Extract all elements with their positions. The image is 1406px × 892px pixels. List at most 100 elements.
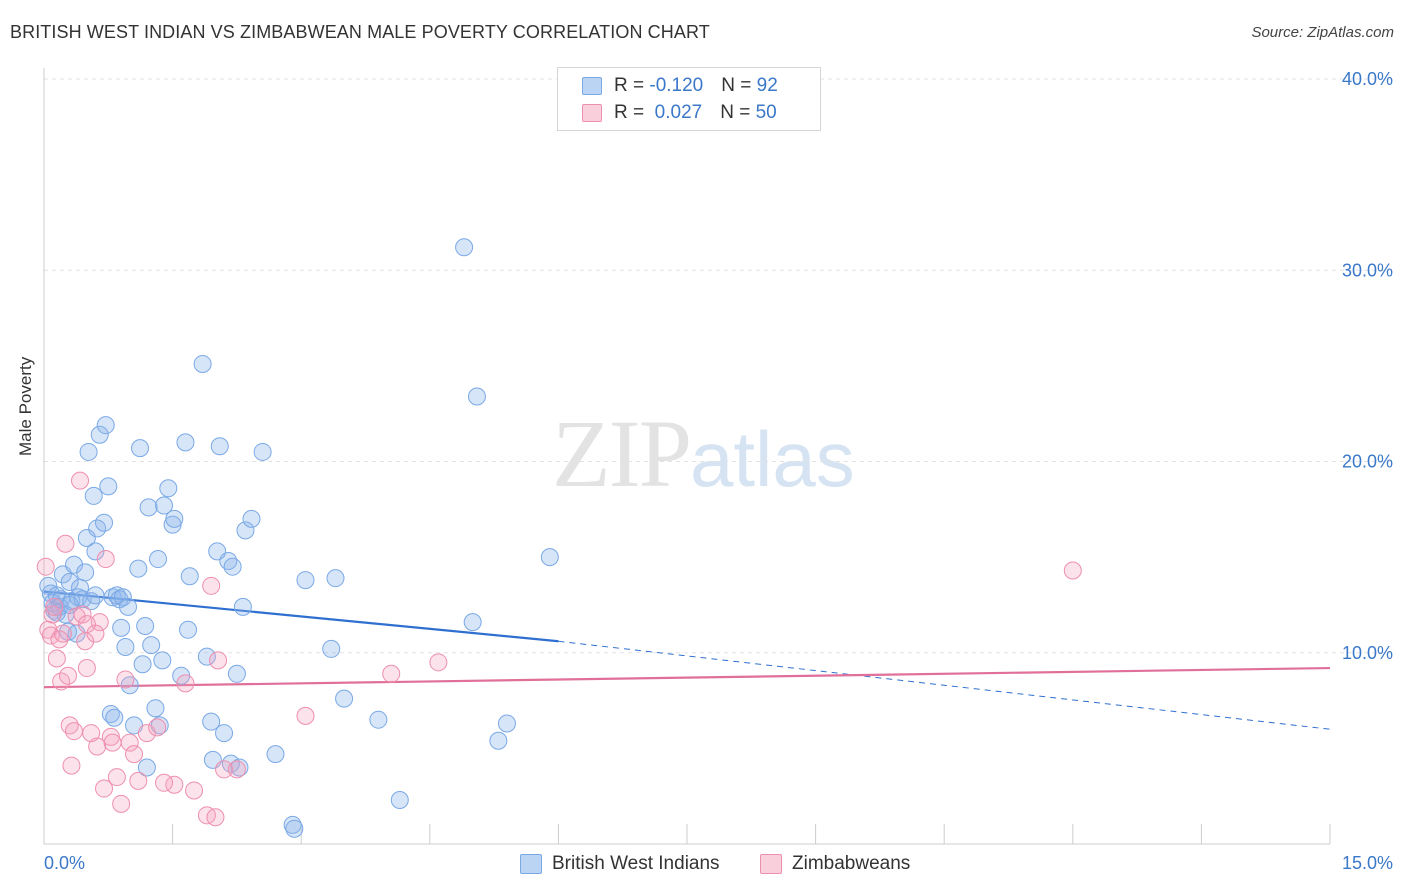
- legend-swatch-blue: [582, 77, 602, 95]
- data-point-british-west-indians: [210, 437, 229, 456]
- y-axis-label: Male Poverty: [16, 356, 35, 456]
- legend-row-zimbabweans: R = 0.027 N = 50: [582, 102, 777, 124]
- data-point-british-west-indians: [86, 542, 105, 561]
- data-point-zimbabweans: [65, 722, 84, 741]
- data-point-british-west-indians: [489, 731, 508, 750]
- bottom-legend-swatch-blue: [520, 854, 542, 874]
- data-point-british-west-indians: [139, 498, 158, 517]
- legend-swatch-pink: [582, 104, 602, 122]
- trend-line-british-west-indians: [43, 590, 559, 643]
- series-zimbabweans: [36, 471, 1082, 827]
- data-point-zimbabweans: [88, 737, 107, 756]
- data-point-british-west-indians: [96, 416, 115, 435]
- data-point-zimbabweans: [50, 630, 69, 649]
- y-tick-label: 40.0%: [1342, 69, 1393, 89]
- data-point-british-west-indians: [76, 563, 95, 582]
- data-point-british-west-indians: [79, 442, 98, 461]
- data-point-british-west-indians: [131, 439, 150, 458]
- data-point-british-west-indians: [113, 588, 132, 607]
- chart-title: BRITISH WEST INDIAN VS ZIMBABWEAN MALE P…: [10, 22, 710, 42]
- data-point-zimbabweans: [95, 779, 114, 798]
- data-point-zimbabweans: [227, 760, 246, 779]
- data-point-british-west-indians: [236, 521, 255, 540]
- data-point-zimbabweans: [176, 674, 195, 693]
- data-point-british-west-indians: [60, 572, 79, 591]
- x-tick-label: 0.0%: [44, 853, 85, 873]
- legend-n-value: 92: [756, 75, 778, 96]
- data-point-zimbabweans: [62, 756, 81, 775]
- data-point-british-west-indians: [326, 569, 345, 588]
- data-point-zimbabweans: [206, 808, 225, 827]
- data-point-zimbabweans: [125, 745, 144, 764]
- data-point-british-west-indians: [84, 486, 103, 505]
- data-point-british-west-indians: [230, 758, 249, 777]
- data-point-british-west-indians: [455, 238, 474, 257]
- trend-lines: [43, 590, 1331, 730]
- data-point-british-west-indians: [129, 559, 148, 578]
- data-point-british-west-indians: [137, 758, 156, 777]
- data-point-british-west-indians: [322, 639, 341, 658]
- data-point-zimbabweans: [107, 768, 126, 787]
- data-point-british-west-indians: [86, 586, 105, 605]
- data-point-zimbabweans: [382, 664, 401, 683]
- data-point-british-west-indians: [133, 655, 152, 674]
- data-point-british-west-indians: [197, 647, 216, 666]
- watermark-atlas: atlas: [690, 415, 855, 503]
- data-point-british-west-indians: [540, 548, 559, 567]
- data-point-zimbabweans: [137, 724, 156, 743]
- data-point-zimbabweans: [209, 651, 228, 670]
- data-point-british-west-indians: [95, 513, 114, 532]
- gridlines: [44, 78, 1394, 654]
- bottom-legend-label: Zimbabweans: [792, 853, 911, 874]
- data-point-british-west-indians: [179, 620, 198, 639]
- data-point-zimbabweans: [77, 659, 96, 678]
- data-point-british-west-indians: [467, 387, 486, 406]
- series-british-west-indians: [39, 238, 559, 838]
- bottom-legend-zimbabweans: Zimbabweans: [760, 851, 910, 877]
- x-tick-label: 15.0%: [1342, 853, 1393, 873]
- data-point-british-west-indians: [233, 597, 252, 616]
- data-point-zimbabweans: [82, 724, 101, 743]
- data-point-zimbabweans: [47, 649, 66, 668]
- data-point-zimbabweans: [45, 597, 64, 616]
- data-point-british-west-indians: [90, 425, 109, 444]
- bottom-legend-british-west-indians: British West Indians: [520, 851, 720, 877]
- legend-r-label: R =: [614, 75, 650, 96]
- data-point-british-west-indians: [165, 509, 184, 528]
- legend-r-value: 0.027: [649, 102, 703, 123]
- data-point-british-west-indians: [266, 745, 285, 764]
- data-point-zimbabweans: [429, 653, 448, 672]
- bottom-legend-swatch-pink: [760, 854, 782, 874]
- y-tick-label: 10.0%: [1342, 643, 1393, 663]
- source-label: Source: ZipAtlas.com: [1251, 24, 1394, 41]
- legend-row-british-west-indians: R = -0.120 N = 92: [582, 75, 778, 97]
- data-point-zimbabweans: [53, 624, 72, 643]
- correlation-legend: R = -0.120 N = 92 R = 0.027 N = 50: [557, 67, 821, 131]
- data-point-zimbabweans: [96, 550, 115, 569]
- data-point-zimbabweans: [112, 794, 131, 813]
- data-point-zimbabweans: [202, 576, 221, 595]
- data-point-british-west-indians: [227, 664, 246, 683]
- data-point-british-west-indians: [142, 636, 161, 655]
- data-point-zimbabweans: [56, 534, 75, 553]
- data-point-zimbabweans: [185, 781, 204, 800]
- tick-labels: 10.0% 20.0% 30.0% 40.0% 0.0% 15.0%: [44, 69, 1393, 873]
- data-point-british-west-indians: [369, 710, 388, 729]
- data-point-british-west-indians: [112, 618, 131, 637]
- data-point-british-west-indians: [296, 571, 315, 590]
- data-point-zimbabweans: [43, 605, 62, 624]
- data-point-british-west-indians: [202, 712, 221, 731]
- data-point-british-west-indians: [146, 699, 165, 718]
- data-point-zimbabweans: [116, 670, 135, 689]
- y-tick-label: 20.0%: [1342, 452, 1393, 472]
- data-point-british-west-indians: [463, 613, 482, 632]
- data-point-british-west-indians: [497, 714, 516, 733]
- data-point-zimbabweans: [36, 557, 55, 576]
- data-point-zimbabweans: [1063, 561, 1082, 580]
- data-point-british-west-indians: [105, 708, 124, 727]
- data-point-british-west-indians: [60, 595, 79, 614]
- axes: [43, 68, 1331, 845]
- data-point-zimbabweans: [296, 706, 315, 725]
- data-point-british-west-indians: [136, 616, 155, 635]
